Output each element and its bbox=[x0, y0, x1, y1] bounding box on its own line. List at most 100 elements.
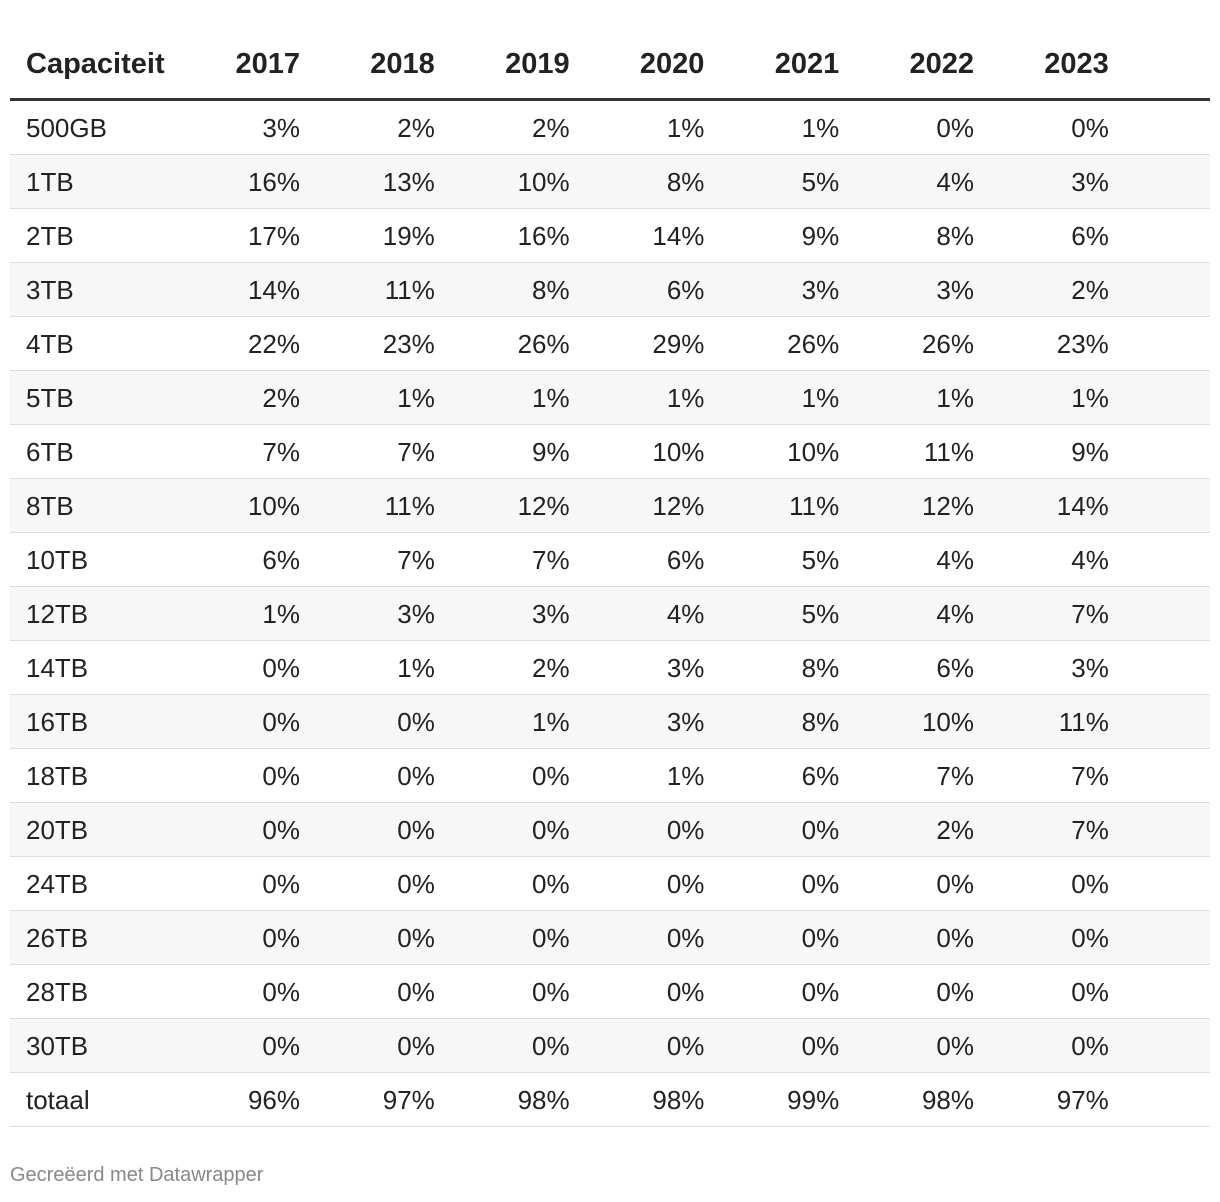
row-label: 8TB bbox=[26, 491, 74, 521]
table-cell: 8% bbox=[936, 221, 974, 251]
footer: Gecreëerd met Datawrapper bbox=[10, 1164, 264, 1186]
table-cell: 29% bbox=[652, 329, 705, 359]
table-cell: 0% bbox=[262, 707, 300, 737]
table-cell: 23% bbox=[1056, 329, 1109, 359]
column-header: 2018 bbox=[370, 48, 435, 80]
table-cell: 19% bbox=[382, 221, 435, 251]
table-cell: 1% bbox=[801, 113, 840, 143]
table-cell: 7% bbox=[1071, 761, 1109, 791]
table-cell: 3% bbox=[666, 707, 705, 737]
table-cell: 5% bbox=[801, 167, 840, 197]
row-label: 20TB bbox=[26, 815, 89, 845]
column-header: 2023 bbox=[1044, 48, 1109, 80]
table-cell: 0% bbox=[262, 869, 300, 899]
table-cell: 0% bbox=[262, 761, 300, 791]
table-cell: 7% bbox=[262, 437, 300, 467]
table-cell: 0% bbox=[666, 869, 705, 899]
table-cell: 0% bbox=[397, 923, 435, 953]
column-header: 2021 bbox=[774, 48, 840, 80]
row-label: 5TB bbox=[26, 383, 74, 413]
table-cell: 4% bbox=[936, 545, 974, 575]
table-cell: 6% bbox=[801, 761, 840, 791]
table-cell: 2% bbox=[936, 815, 974, 845]
table-cell: 26% bbox=[787, 329, 840, 359]
table-cell: 0% bbox=[801, 977, 840, 1007]
table-cell: 0% bbox=[397, 977, 435, 1007]
table-cell: 0% bbox=[666, 815, 705, 845]
column-header: 2022 bbox=[909, 48, 974, 80]
row-label: 1TB bbox=[26, 167, 74, 197]
table-cell: 1% bbox=[397, 653, 435, 683]
row-label: 30TB bbox=[26, 1031, 89, 1061]
row-label: 500GB bbox=[26, 113, 107, 143]
table-cell: 0% bbox=[1071, 869, 1109, 899]
table-cell: 0% bbox=[801, 923, 840, 953]
row-label: 10TB bbox=[26, 545, 89, 575]
table-cell: 3% bbox=[666, 653, 705, 683]
table-cell: 26% bbox=[517, 329, 570, 359]
table-cell: 3% bbox=[801, 275, 840, 305]
table-cell: 22% bbox=[247, 329, 300, 359]
table-cell: 6% bbox=[936, 653, 974, 683]
table-cell: 6% bbox=[666, 545, 705, 575]
table-cell: 0% bbox=[397, 815, 435, 845]
table-cell: 12% bbox=[652, 491, 705, 521]
table-cell: 8% bbox=[801, 707, 840, 737]
table-cell: 0% bbox=[262, 653, 300, 683]
table-cell: 0% bbox=[532, 761, 570, 791]
table-cell: 0% bbox=[666, 1031, 705, 1061]
row-label: 6TB bbox=[26, 437, 74, 467]
table-cell: 0% bbox=[532, 1031, 570, 1061]
table-cell: 96% bbox=[247, 1085, 300, 1115]
table-row bbox=[10, 209, 1210, 263]
row-label: 28TB bbox=[26, 977, 89, 1007]
table-cell: 1% bbox=[666, 383, 705, 413]
table-cell: 3% bbox=[397, 599, 435, 629]
table-cell: 0% bbox=[1071, 923, 1109, 953]
table-cell: 10% bbox=[652, 437, 705, 467]
table-cell: 12% bbox=[921, 491, 974, 521]
table-cell: 10% bbox=[787, 437, 840, 467]
table-cell: 16% bbox=[517, 221, 570, 251]
table-cell: 12% bbox=[517, 491, 570, 521]
table-cell: 0% bbox=[801, 1031, 840, 1061]
table-cell: 3% bbox=[936, 275, 974, 305]
table-cell: 17% bbox=[247, 221, 300, 251]
table-cell: 1% bbox=[397, 383, 435, 413]
table-cell: 1% bbox=[532, 707, 570, 737]
table-cell: 5% bbox=[801, 545, 840, 575]
table-cell: 0% bbox=[936, 923, 974, 953]
table-cell: 11% bbox=[923, 437, 974, 467]
table-cell: 11% bbox=[384, 491, 435, 521]
table-cell: 4% bbox=[1071, 545, 1109, 575]
table-cell: 0% bbox=[397, 869, 435, 899]
table-cell: 98% bbox=[921, 1085, 974, 1115]
column-header: Capaciteit bbox=[26, 48, 165, 80]
table-cell: 3% bbox=[262, 113, 300, 143]
table-cell: 11% bbox=[1058, 707, 1109, 737]
row-label: 18TB bbox=[26, 761, 89, 791]
table-cell: 6% bbox=[1071, 221, 1109, 251]
table-cell: 0% bbox=[397, 707, 435, 737]
table-cell: 3% bbox=[1071, 653, 1109, 683]
row-label: 16TB bbox=[26, 707, 89, 737]
table-row bbox=[10, 587, 1210, 641]
table-cell: 0% bbox=[936, 1031, 974, 1061]
table-cell: 0% bbox=[397, 1031, 435, 1061]
table-row bbox=[10, 803, 1210, 857]
row-label: totaal bbox=[26, 1085, 90, 1115]
table-row bbox=[10, 749, 1210, 803]
table-cell: 0% bbox=[936, 113, 974, 143]
table-cell: 9% bbox=[532, 437, 570, 467]
table-cell: 0% bbox=[936, 869, 974, 899]
table-cell: 4% bbox=[936, 599, 974, 629]
table-cell: 0% bbox=[262, 815, 300, 845]
table-row bbox=[10, 965, 1210, 1019]
table-row bbox=[10, 425, 1210, 479]
table-cell: 1% bbox=[801, 383, 840, 413]
row-label: 2TB bbox=[26, 221, 74, 251]
table-cell: 1% bbox=[666, 113, 705, 143]
table-cell: 2% bbox=[532, 113, 570, 143]
table-cell: 2% bbox=[397, 113, 435, 143]
